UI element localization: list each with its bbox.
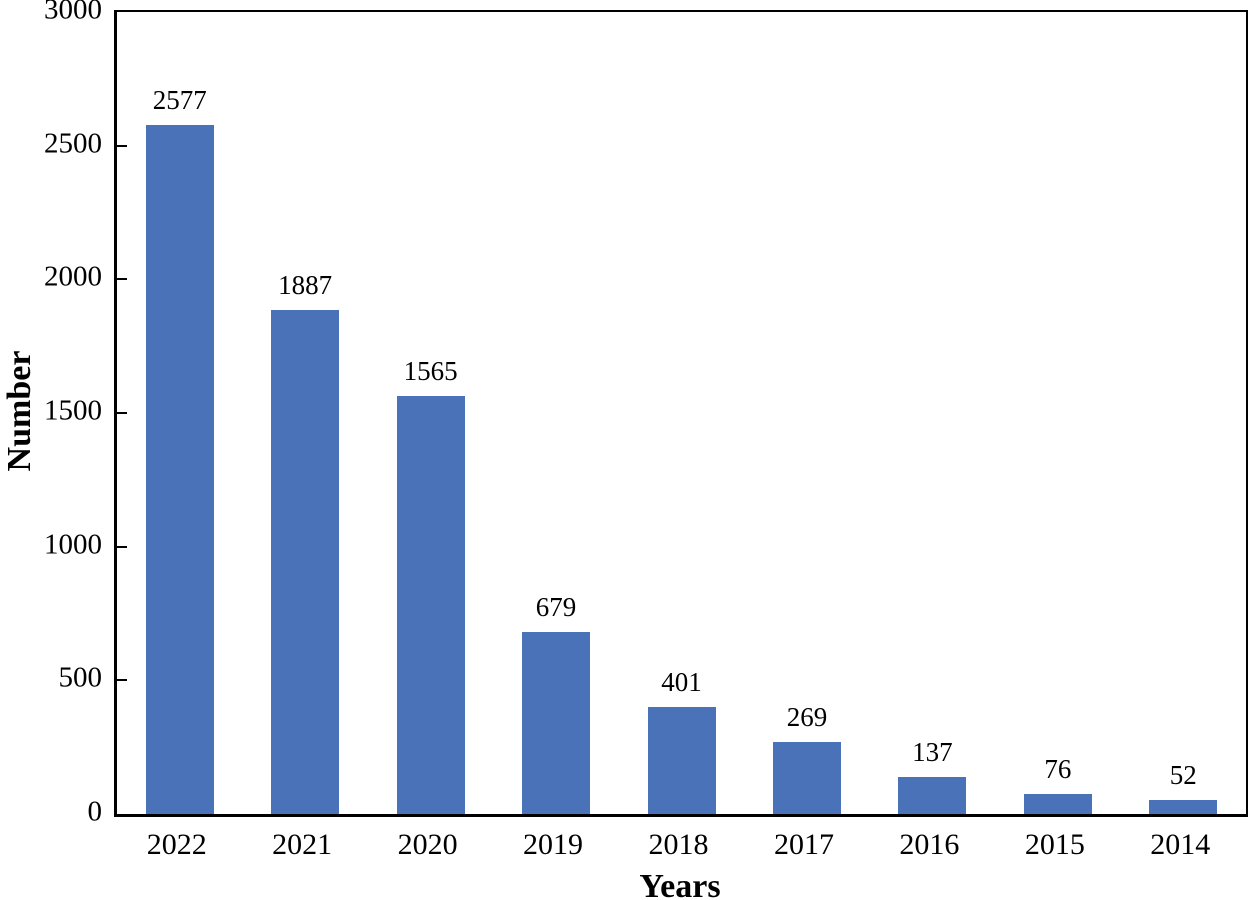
- x-tick-label-2021: 2021: [272, 828, 333, 861]
- bar-value-label-2015: 76: [1044, 753, 1072, 784]
- bar-2016: [898, 777, 967, 814]
- bar-value-label-2016: 137: [912, 737, 953, 768]
- bar-value-label-2014: 52: [1169, 760, 1197, 791]
- bar-2020: [396, 395, 465, 814]
- x-tick-label-2019: 2019: [523, 828, 584, 861]
- x-tick-label-2014: 2014: [1150, 828, 1211, 861]
- x-axis-title: Years: [639, 868, 721, 900]
- x-tick-label-2015: 2015: [1024, 828, 1085, 861]
- x-axis-tick-labels: 2022 2021 2020 2019 2018 2017 2016 2015 2014: [114, 830, 1246, 866]
- x-tick-label-2016: 2016: [899, 828, 960, 861]
- y-tick-label-2000: 2000: [44, 260, 102, 293]
- y-tick-mark-1500: [117, 412, 127, 414]
- bar-value-label-2017: 269: [786, 702, 828, 733]
- bar-2021: [271, 309, 340, 814]
- y-tick-label-500: 500: [58, 661, 103, 694]
- bar-value-label-2022: 2577: [152, 85, 207, 116]
- y-tick-label-1000: 1000: [44, 528, 102, 561]
- bar-2014: [1149, 800, 1218, 814]
- y-tick-label-1500: 1500: [44, 394, 102, 427]
- y-axis-tick-labels: 0 500 1000 1500 2000 2500 3000: [0, 0, 103, 826]
- bar-2017: [772, 742, 841, 814]
- plot-area: 2577 1887 1565 679 401 269 137 76 52: [114, 10, 1248, 817]
- y-tick-mark-2500: [117, 144, 127, 147]
- y-tick-label-0: 0: [87, 795, 103, 828]
- bar-value-label-2018: 401: [661, 666, 702, 697]
- x-tick-label-2018: 2018: [648, 828, 709, 861]
- bar-2018: [647, 706, 716, 814]
- y-tick-mark-1000: [117, 545, 127, 548]
- x-tick-label-2017: 2017: [773, 828, 834, 861]
- bar-2015: [1023, 793, 1092, 814]
- x-tick-label-2022: 2022: [146, 828, 207, 861]
- bar-value-label-2019: 679: [535, 592, 577, 623]
- y-tick-label-3000: 3000: [44, 0, 102, 26]
- x-tick-label-2020: 2020: [397, 828, 458, 861]
- bar-value-label-2021: 1887: [278, 269, 333, 300]
- y-tick-mark-2000: [117, 278, 127, 281]
- y-tick-mark-500: [117, 679, 127, 682]
- y-tick-label-2500: 2500: [44, 127, 102, 160]
- bar-2022: [145, 125, 214, 814]
- bar-2019: [522, 632, 591, 814]
- bar-value-label-2020: 1565: [403, 355, 458, 386]
